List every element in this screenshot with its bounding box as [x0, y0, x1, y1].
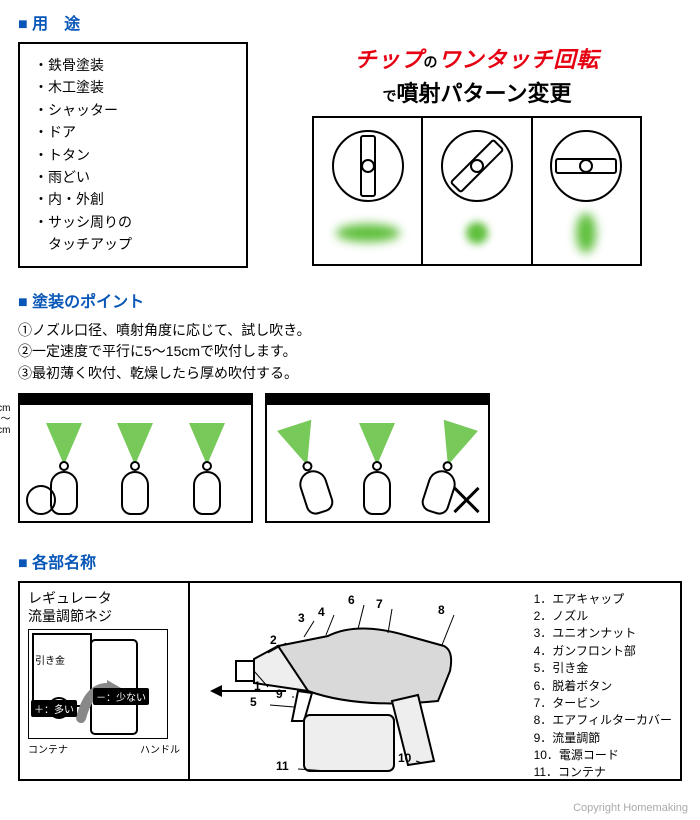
callout-number: 5	[250, 695, 257, 709]
section-uses-header: ■ 用 途	[18, 10, 682, 34]
chip-icon	[441, 130, 513, 202]
part-list-item: 10．電源コード	[534, 747, 672, 764]
callout-number: 7	[376, 597, 383, 611]
use-item: ・雨どい	[34, 166, 232, 188]
callout-number: 2	[270, 633, 277, 647]
use-item: ・トタン	[34, 144, 232, 166]
parts-list: 1．エアキャップ2．ノズル3．ユニオンナット4．ガンフロント部5．引き金6．脱着…	[534, 591, 672, 782]
part-list-item: 6．脱着ボタン	[534, 678, 672, 695]
callout-number: 3	[298, 611, 305, 625]
callout-number: 6	[348, 593, 355, 607]
chip-cell	[421, 118, 530, 264]
reg-trigger-label: 引き金	[35, 652, 65, 667]
spray-pattern-icon	[328, 213, 408, 253]
use-item: ・ドア	[34, 121, 232, 143]
regulator-panel: レギュレータ流量調節ネジ ＋：多い －：少ない 引き金 コンテナ ハンドル	[20, 583, 190, 779]
catch-area: チップのワンタッチ回転 で噴射パターン変更	[248, 42, 682, 268]
reg-container-label: コンテナ	[28, 741, 68, 756]
parts-diagram-box: レギュレータ流量調節ネジ ＋：多い －：少ない 引き金 コンテナ ハンドル	[18, 581, 682, 781]
catch-pattern: 噴射パターン変更	[397, 81, 572, 106]
use-item: ・サッシ周りの タッチアップ	[34, 211, 232, 256]
callout-number: 11	[276, 759, 289, 773]
part-list-item: 8．エアフィルターカバー	[534, 712, 672, 729]
spray-pattern-icon	[546, 213, 626, 253]
part-list-item: 5．引き金	[534, 660, 672, 677]
copyright-text: Copyright Homemaking	[573, 802, 688, 814]
callout-number: 9	[276, 687, 283, 701]
section-painting-points: ■ 塗装のポイント ①ノズル口径、噴射角度に応じて、試し吹き。②一定速度で平行に…	[18, 288, 682, 523]
part-list-item: 9．流量調節	[534, 730, 672, 747]
point-line: ③最初薄く吹付、乾燥したら厚め吹付する。	[18, 363, 682, 385]
distance-label: 5cm〜15cm	[0, 403, 10, 436]
catchphrase-line1: チップのワンタッチ回転	[272, 42, 682, 74]
chip-icon	[550, 130, 622, 202]
chip-patterns-box	[312, 116, 642, 266]
regulator-title: レギュレータ流量調節ネジ	[28, 589, 180, 625]
sprayer-icon	[276, 421, 342, 521]
correct-mark-icon	[26, 485, 56, 515]
catch-no: の	[424, 54, 439, 70]
sprayer-icon	[187, 425, 227, 517]
sprayer-icon	[115, 425, 155, 517]
section-parts-header: ■ 各部名称	[18, 549, 682, 573]
callout-number: 4	[318, 605, 325, 619]
spraygun-svg	[208, 591, 468, 781]
spray-correct-box: 5cm〜15cm	[18, 393, 253, 523]
use-item: ・鉄骨塗装	[34, 54, 232, 76]
catch-red-onetouch: ワンタッチ回転	[439, 47, 600, 72]
regulator-svg	[29, 630, 169, 740]
chip-icon	[332, 130, 404, 202]
section-points-header: ■ 塗装のポイント	[18, 288, 682, 312]
chip-cell	[314, 118, 421, 264]
section-parts: ■ 各部名称 レギュレータ流量調節ネジ ＋：多い －：少ない 引き金 コンテナ …	[18, 549, 682, 781]
spray-pattern-icon	[437, 213, 517, 253]
reg-handle-label: ハンドル	[140, 741, 180, 756]
point-line: ①ノズル口径、噴射角度に応じて、試し吹き。	[18, 320, 682, 342]
sprayer-icon	[357, 425, 397, 517]
use-item: ・シャッター	[34, 99, 232, 121]
catch-de: で	[383, 88, 397, 104]
uses-and-chips-row: ・鉄骨塗装・木工塗装・シャッター・ドア・トタン・雨どい・内・外創・サッシ周りの …	[18, 42, 682, 268]
catch-red-chip: チップ	[354, 47, 423, 72]
wrong-mark-icon	[452, 485, 482, 515]
use-item: ・内・外創	[34, 188, 232, 210]
part-list-item: 7．タービン	[534, 695, 672, 712]
reg-more-tag: ＋：多い	[31, 700, 77, 717]
point-line: ②一定速度で平行に5〜15cmで吹付します。	[18, 341, 682, 363]
part-list-item: 2．ノズル	[534, 608, 672, 625]
ceiling-bar	[20, 395, 251, 405]
gun-diagram-panel: 1．エアキャップ2．ノズル3．ユニオンナット4．ガンフロント部5．引き金6．脱着…	[190, 583, 680, 779]
use-item: ・木工塗装	[34, 76, 232, 98]
regulator-drawing: ＋：多い －：少ない 引き金	[28, 629, 168, 739]
ceiling-bar	[267, 395, 488, 405]
part-list-item: 3．ユニオンナット	[534, 625, 672, 642]
callout-number: 1	[254, 679, 261, 693]
uses-box: ・鉄骨塗装・木工塗装・シャッター・ドア・トタン・雨どい・内・外創・サッシ周りの …	[18, 42, 248, 268]
chip-cell	[531, 118, 640, 264]
callout-number: 10	[398, 751, 411, 765]
part-list-item: 1．エアキャップ	[534, 591, 672, 608]
reg-less-tag: －：少ない	[93, 688, 149, 705]
spray-illustration-row: 5cm〜15cm	[18, 393, 682, 523]
spray-wrong-box	[265, 393, 490, 523]
part-list-item: 11．コンテナ	[534, 764, 672, 781]
callout-number: 8	[438, 603, 445, 617]
part-list-item: 4．ガンフロント部	[534, 643, 672, 660]
catchphrase-line2: で噴射パターン変更	[272, 76, 682, 108]
points-list: ①ノズル口径、噴射角度に応じて、試し吹き。②一定速度で平行に5〜15cmで吹付し…	[18, 320, 682, 385]
